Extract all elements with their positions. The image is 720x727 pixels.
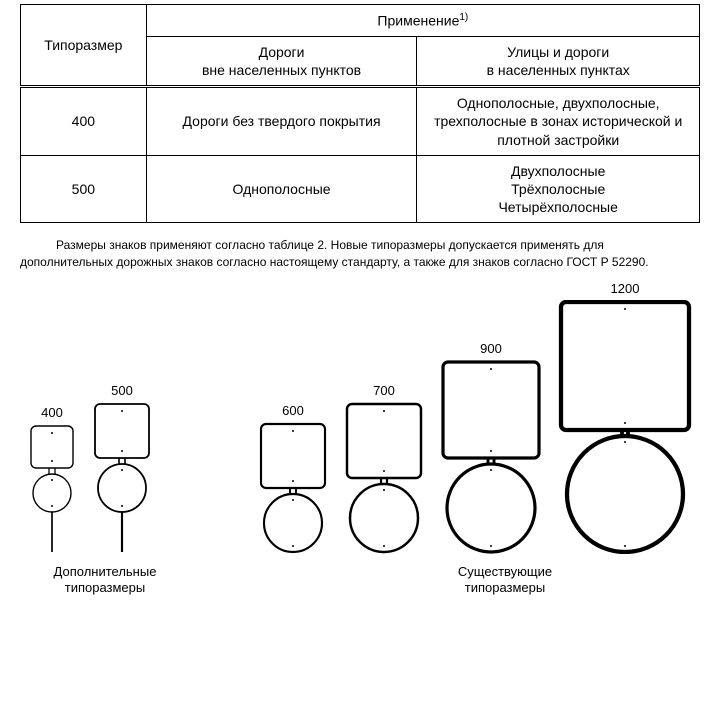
cell-size: 500 [21,155,147,223]
th-roads: Дорогивне населенных пунктов [146,36,417,86]
existing-sign: 900 [440,341,542,554]
additional-sign-graphic [28,424,76,554]
road-sign-icon [258,422,328,554]
cell-roads: Однополосные [146,155,417,223]
table-row: 400 Дороги без твердого покрытия Однопол… [21,87,700,156]
note-paragraph: Размеры знаков применяют согласно таблиц… [20,237,700,269]
caption-additional: Дополнительныетипоразмеры [20,564,190,597]
road-sign-icon [440,360,542,554]
cell-roads: Дороги без твердого покрытия [146,87,417,156]
road-sign-icon [92,402,152,554]
caption-spacer [190,564,310,597]
road-sign-icon [344,402,424,554]
group-additional: 400 500 [20,383,160,554]
existing-sign: 600 [258,403,328,554]
size-application-table: Типоразмер Применение1) Дорогивне населе… [20,4,700,223]
th-roads-text: Дорогивне населенных пунктов [202,44,361,78]
th-sizetype: Типоразмер [21,5,147,87]
th-application: Применение1) [146,5,699,37]
existing-sign-graphic [440,360,542,554]
existing-sign-graphic [344,402,424,554]
existing-sign: 700 [344,383,424,554]
existing-sign-label: 600 [282,403,304,418]
th-sizetype-text: Типоразмер [44,37,122,53]
caption-existing: Существующиетипоразмеры [310,564,700,597]
existing-sign-label: 1200 [611,281,640,296]
cell-streets: Однополосные, двухполосные, трехполосные… [417,87,700,156]
existing-sign-label: 700 [373,383,395,398]
cell-streets: ДвухполосныеТрёхполосныеЧетырёхполосные [417,155,700,223]
group-existing: 600 700 900 1200 [250,281,700,554]
road-sign-icon [28,424,76,554]
additional-sign-label: 500 [111,383,133,398]
caption-row: Дополнительныетипоразмеры Существующиети… [20,564,700,597]
th-application-sup: 1) [459,12,468,23]
table-row: 500 Однополосные ДвухполосныеТрёхполосны… [21,155,700,223]
cell-size: 400 [21,87,147,156]
th-application-text: Применение [377,13,459,29]
additional-sign-label: 400 [41,405,63,420]
th-streets: Улицы и дорогив населенных пунктах [417,36,700,86]
existing-sign-graphic [558,300,692,554]
existing-sign: 1200 [558,281,692,554]
existing-sign-graphic [258,422,328,554]
road-sign-icon [558,300,692,554]
additional-sign: 400 [28,405,76,554]
signs-figure: 400500 6007009001200 [20,294,700,554]
additional-sign-graphic [92,402,152,554]
th-streets-text: Улицы и дорогив населенных пунктах [487,44,630,78]
existing-sign-label: 900 [480,341,502,356]
additional-sign: 500 [92,383,152,554]
